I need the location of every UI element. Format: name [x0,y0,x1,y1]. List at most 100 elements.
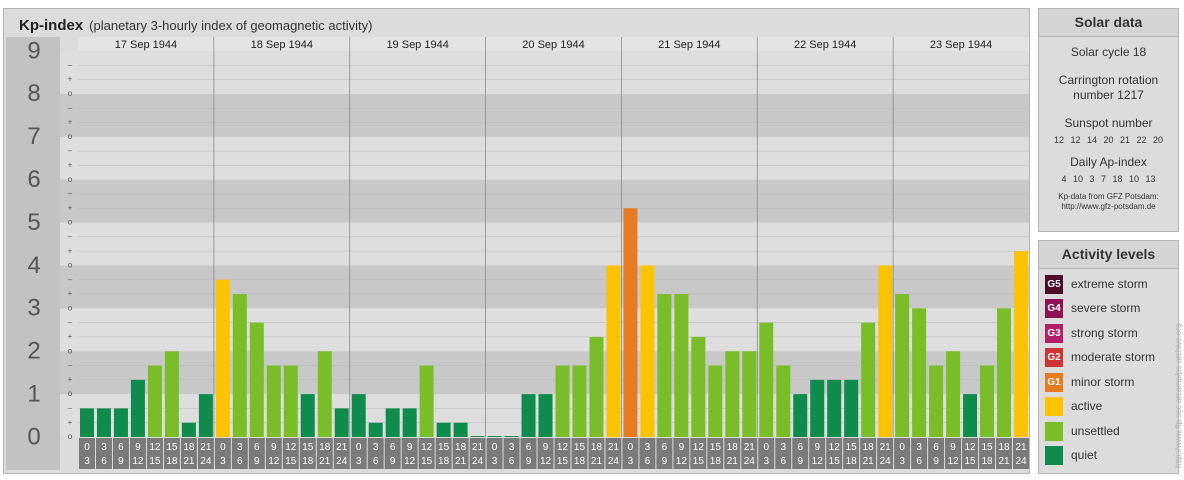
kp-band [6,222,1029,266]
interval-end-label: 12 [404,456,416,467]
ap-index-values: 4 10 3 7 18 10 13 [1061,174,1156,184]
interval-end-label: 6 [509,456,515,467]
y-tick-label: 1 [27,380,40,407]
interval-end-label: 21 [998,456,1010,467]
kp-bar [487,436,502,437]
interval-start-label: 6 [254,442,260,453]
interval-cell [231,438,248,469]
y-subtick-label: + [68,246,73,255]
interval-start-label: 15 [438,442,450,453]
kp-bar [538,394,553,437]
kp-bar [436,422,451,437]
interval-cell [435,438,452,469]
interval-end-label: 6 [645,456,651,467]
kp-bar [793,394,808,437]
interval-cell [180,438,197,469]
interval-cell [809,438,826,469]
interval-end-label: 12 [948,456,960,467]
day-label: 21 Sep 1944 [658,39,720,51]
kp-bar [198,394,213,437]
kp-bar [674,294,689,437]
day-label: 22 Sep 1944 [794,39,856,51]
legend-item-strong-storm: G3 strong storm [1045,323,1138,343]
interval-start-label: 0 [84,442,90,453]
interval-cell [741,438,758,469]
interval-cell [775,438,792,469]
activity-levels-panel: Activity levels G5 extreme storm G4 seve… [1038,240,1179,474]
interval-end-label: 3 [220,456,226,467]
solar-data-heading: Solar data [1039,9,1178,37]
interval-end-label: 21 [455,456,467,467]
y-subtick-label: – [68,318,73,327]
kp-bar [249,322,264,437]
interval-cell [146,438,163,469]
y-subtick-label: o [68,432,73,441]
interval-end-label: 6 [237,456,243,467]
kp-bar [555,365,570,437]
interval-start-label: 12 [829,442,841,453]
carrington-line-1: Carrington rotation [1058,73,1159,87]
y-subtick-label: + [68,160,73,169]
interval-cell [112,438,129,469]
legend-label: extreme storm [1071,277,1148,291]
y-subtick-label: o [68,175,73,184]
interval-end-label: 21 [863,456,875,467]
interval-start-label: 0 [356,442,362,453]
legend-swatch-g1: G1 [1045,372,1063,392]
interval-start-label: 12 [149,442,161,453]
y-tick-label: 5 [27,209,40,236]
kp-bar [470,436,485,437]
interval-start-label: 9 [950,442,956,453]
legend-label: strong storm [1071,326,1138,340]
kp-bar [504,436,519,437]
interval-cell [554,438,571,469]
source-line-2: http://www.gfz-potsdam.de [1061,202,1156,211]
interval-cell [962,438,979,469]
interval-end-label: 15 [829,456,841,467]
interval-cell [452,438,469,469]
interval-end-label: 12 [812,456,824,467]
kp-bar [283,365,298,437]
kp-bar [113,408,128,437]
interval-end-label: 24 [880,456,892,467]
legend-item-moderate-storm: G2 moderate storm [1045,347,1155,367]
interval-start-label: 0 [492,442,498,453]
legend-swatch-g5: G5 [1045,274,1063,294]
kp-bar [963,394,978,437]
kp-bar [1014,251,1028,437]
interval-start-label: 6 [797,442,803,453]
interval-start-label: 9 [543,442,549,453]
y-subtick-label: – [68,103,73,112]
legend-swatch-g2: G2 [1045,347,1063,367]
legend-item-severe-storm: G4 severe storm [1045,298,1140,318]
y-tick-label: 7 [27,123,40,150]
legend-swatch-unsettled [1045,421,1063,441]
interval-end-label: 18 [981,456,993,467]
interval-cell [673,438,690,469]
kp-bar [708,365,723,437]
interval-end-label: 9 [390,456,396,467]
interval-cell [265,438,282,469]
interval-start-label: 12 [965,442,977,453]
kp-bar [980,365,995,437]
interval-start-label: 12 [421,442,433,453]
legend-swatch-quiet [1045,445,1063,465]
carrington-line-2: number 1217 [1073,88,1144,102]
legend-label: unsettled [1071,424,1120,438]
y-subtick-label: o [68,303,73,312]
kp-bar [164,351,179,437]
kp-bar [385,408,400,437]
chart-title: Kp-index [19,17,84,34]
interval-cell [163,438,180,469]
kp-bar [266,365,281,437]
interval-start-label: 18 [319,442,331,453]
interval-end-label: 9 [797,456,803,467]
kp-bar [351,394,366,437]
interval-start-label: 18 [863,442,875,453]
interval-start-label: 12 [285,442,297,453]
y-subtick-label: – [68,404,73,413]
y-subtick-label: – [68,361,73,370]
interval-start-label: 0 [899,442,905,453]
interval-end-label: 21 [183,456,195,467]
y-subtick-label: + [68,375,73,384]
